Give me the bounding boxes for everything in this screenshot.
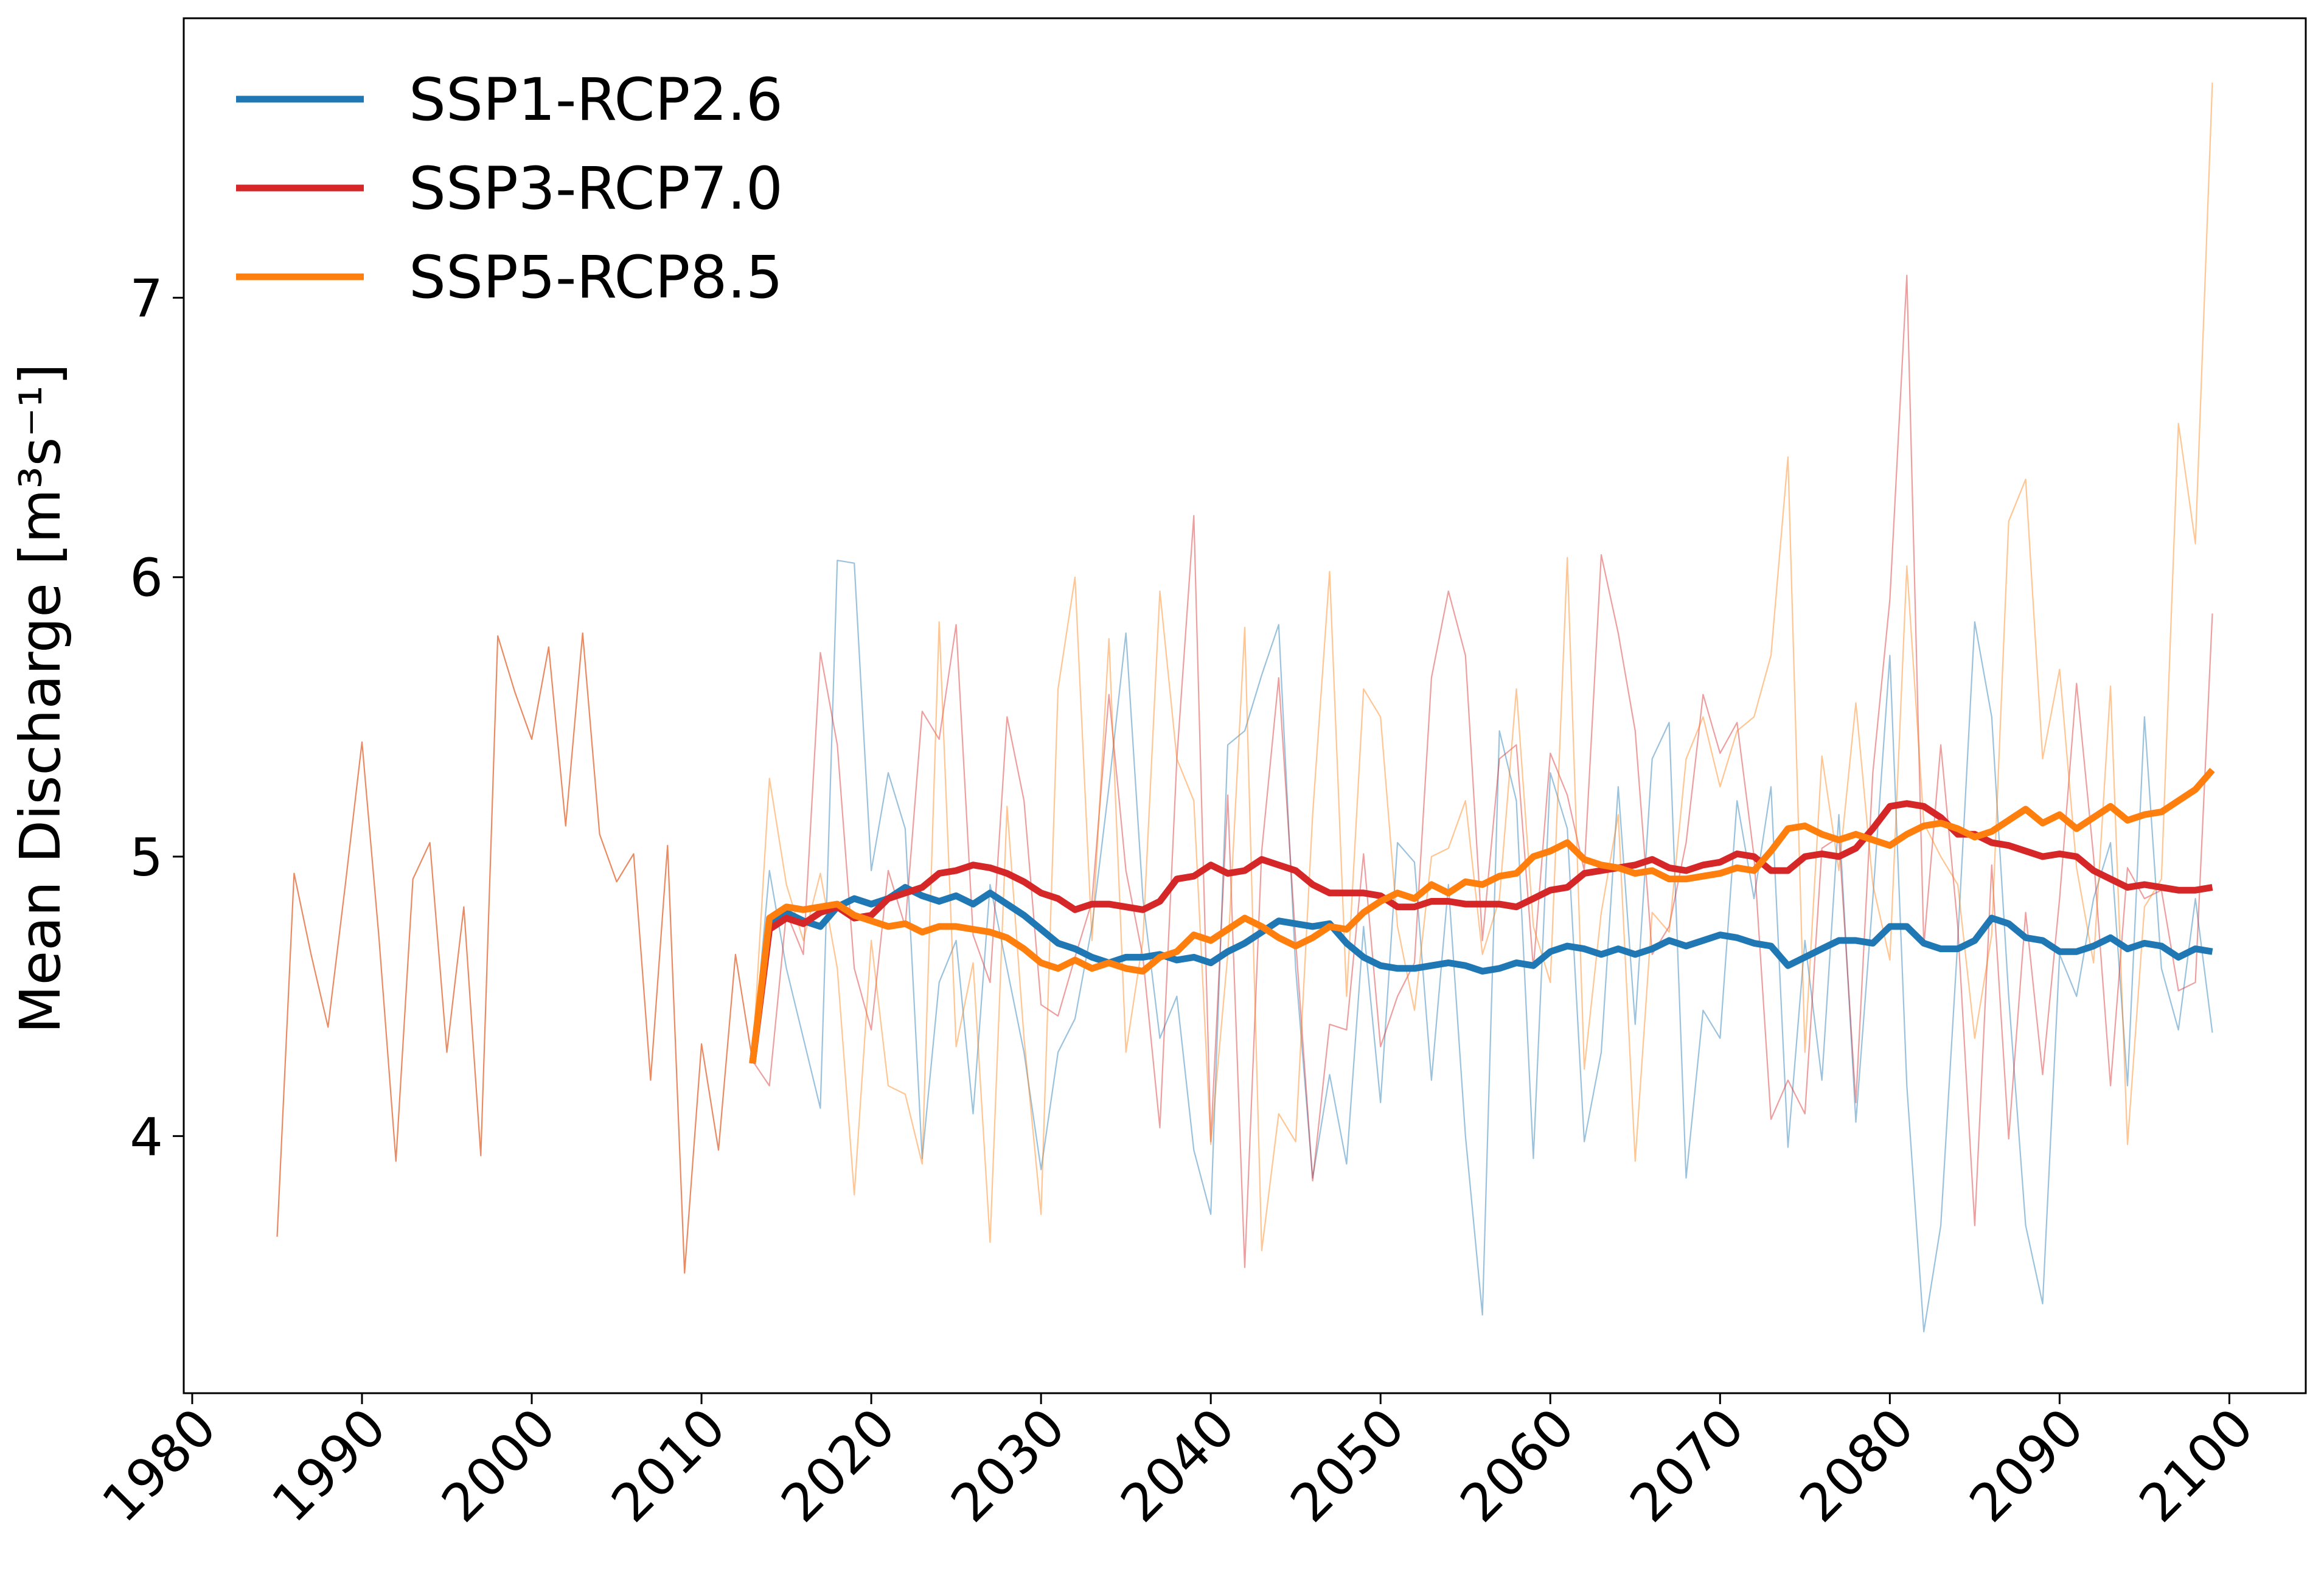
legend-label-1: SSP1-RCP2.6 — [409, 66, 783, 134]
data-lines — [276, 82, 2215, 1332]
plot-area — [276, 82, 2215, 1332]
series-3-raw-line — [751, 82, 2213, 1251]
y-tick-label-7: 7 — [130, 268, 163, 329]
legend-label-3: SSP5-RCP8.5 — [409, 243, 783, 311]
y-tick-label-4: 4 — [130, 1107, 163, 1167]
y-tick-label-5: 5 — [130, 827, 163, 888]
series-1-raw-line — [751, 559, 2213, 1332]
y-tick-label-6: 6 — [130, 548, 163, 609]
historical-line — [276, 632, 753, 1274]
series-3-mean-line — [749, 768, 2215, 1064]
plot-frame — [183, 17, 2307, 1394]
legend: SSP1-RCP2.6 SSP3-RCP7.0 SSP5-RCP8.5 — [236, 66, 783, 311]
y-axis-label: Mean Discharge [m³s⁻¹] — [8, 363, 73, 1034]
legend-label-2: SSP3-RCP7.0 — [409, 155, 783, 223]
series-1-mean-line — [749, 884, 2213, 1064]
